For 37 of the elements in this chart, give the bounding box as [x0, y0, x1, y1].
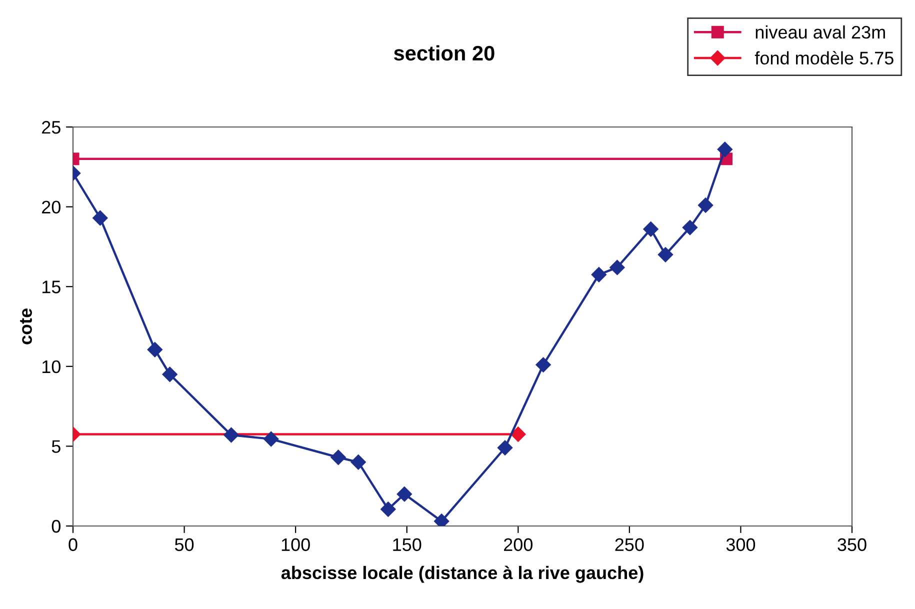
x-tick-label: 200 [504, 538, 532, 552]
point [147, 342, 162, 358]
x-tick-label: 350 [838, 538, 866, 552]
y-tick-label: 15 [42, 280, 60, 294]
point [717, 142, 732, 157]
point [162, 366, 178, 382]
x-tick-label: 50 [174, 538, 194, 552]
x-tick-label: 0 [68, 538, 78, 552]
chart-title: section 20 [394, 45, 494, 61]
y-axis-title: cote [20, 308, 32, 344]
point [92, 210, 108, 226]
point [591, 267, 607, 282]
point [497, 440, 513, 456]
point [380, 502, 396, 517]
point [698, 198, 714, 213]
point [536, 357, 551, 372]
x-tick-label: 150 [393, 538, 422, 552]
y-tick-label: 0 [52, 520, 60, 533]
y-tick-label: 20 [42, 200, 60, 214]
point [658, 247, 674, 262]
x-tick-label: 250 [615, 538, 644, 552]
point [610, 260, 625, 276]
point [350, 454, 366, 470]
point [682, 220, 698, 236]
point [264, 431, 279, 447]
x-tick-label: 300 [726, 538, 756, 552]
x-tick-label: 100 [282, 538, 310, 552]
point [330, 450, 346, 465]
point [396, 486, 412, 502]
point [224, 427, 239, 443]
y-tick-label: 10 [42, 360, 60, 374]
legend-label: fond modèle 5.75 [754, 51, 894, 65]
y-tick-label: 25 [42, 120, 60, 134]
point [643, 222, 658, 237]
x-axis-title: abscisse locale (distance à la rive gauche) [281, 566, 644, 583]
y-tick-label: 5 [52, 440, 60, 453]
legend-label: niveau aval 23m [756, 25, 885, 39]
